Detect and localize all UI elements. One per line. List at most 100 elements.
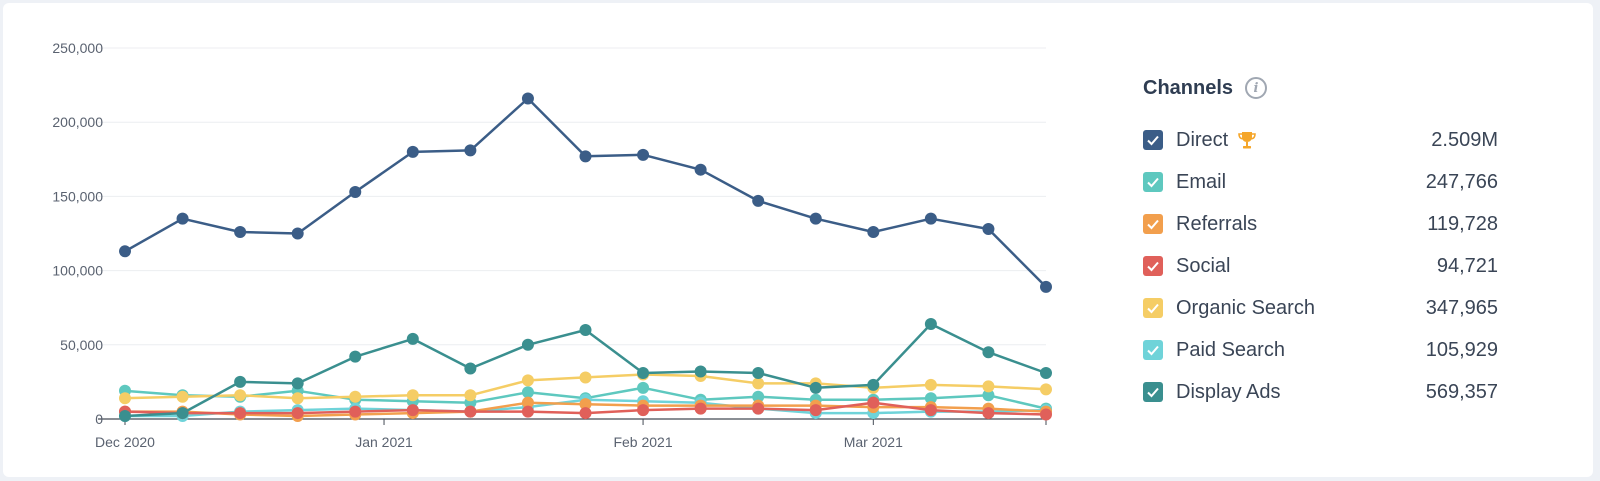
- legend-checkbox[interactable]: [1143, 214, 1163, 234]
- data-point-organic-search: [176, 390, 189, 403]
- data-point-referrals: [579, 398, 592, 411]
- data-point-direct: [119, 245, 131, 258]
- legend-title: Channels: [1143, 76, 1234, 99]
- info-icon[interactable]: i: [1245, 77, 1268, 99]
- data-point-email: [521, 386, 534, 399]
- line-chart: 0 50,000 100,000 150,000 200,000 250,000 Dec 2…: [52, 40, 1052, 450]
- data-point-display-ads: [982, 346, 995, 359]
- data-point-social: [464, 405, 477, 418]
- data-point-display-ads: [119, 410, 131, 423]
- data-point-direct: [809, 212, 822, 225]
- legend-checkbox[interactable]: [1143, 298, 1163, 318]
- legend-checkbox[interactable]: [1143, 340, 1163, 360]
- data-point-social: [1040, 408, 1052, 421]
- data-point-email: [982, 389, 995, 402]
- x-tick-label: Jan 2021: [355, 434, 413, 450]
- data-point-direct: [176, 212, 189, 225]
- check-icon: [1147, 387, 1159, 398]
- data-point-organic-search: [234, 389, 247, 402]
- data-point-display-ads: [867, 378, 880, 391]
- data-point-organic-search: [924, 378, 937, 391]
- legend-item-direct[interactable]: Direct 2.509M: [1143, 119, 1498, 161]
- data-point-display-ads: [694, 365, 707, 378]
- data-point-organic-search: [464, 389, 477, 402]
- data-point-direct: [406, 145, 419, 158]
- data-point-organic-search: [406, 389, 419, 402]
- data-point-social: [349, 405, 362, 418]
- data-point-direct: [349, 185, 362, 198]
- series-line-direct: [124, 97, 1047, 288]
- legend-name: Social: [1176, 254, 1231, 277]
- data-point-social: [637, 404, 650, 417]
- check-icon: [1147, 219, 1159, 230]
- data-point-social: [982, 407, 995, 420]
- data-point-display-ads: [752, 366, 765, 379]
- x-tick-label: Feb 2021: [613, 434, 672, 450]
- data-point-direct: [867, 226, 880, 239]
- data-point-display-ads: [406, 332, 419, 345]
- legend-checkbox[interactable]: [1143, 382, 1163, 402]
- legend-checkbox[interactable]: [1143, 256, 1163, 276]
- data-point-display-ads: [234, 375, 247, 388]
- legend-name: Direct: [1176, 128, 1229, 151]
- data-point-social: [924, 404, 937, 417]
- data-point-organic-search: [1040, 383, 1052, 396]
- legend-value: 119,728: [1427, 212, 1498, 235]
- data-point-display-ads: [349, 350, 362, 363]
- legend-item-email[interactable]: Email 247,766: [1143, 161, 1498, 203]
- data-point-direct: [579, 150, 592, 163]
- check-icon: [1147, 303, 1159, 314]
- data-point-display-ads: [176, 407, 189, 420]
- data-point-display-ads: [809, 381, 822, 394]
- legend-name: Organic Search: [1176, 296, 1315, 319]
- data-point-email: [752, 390, 765, 403]
- legend-checkbox[interactable]: [1143, 172, 1163, 192]
- data-point-organic-search: [982, 380, 995, 393]
- data-point-email: [637, 381, 650, 394]
- data-point-direct: [464, 144, 477, 157]
- legend-header: Channels i: [1143, 73, 1498, 103]
- legend-item-organic-search[interactable]: Organic Search 347,965: [1143, 287, 1498, 329]
- check-icon: [1147, 345, 1159, 356]
- data-point-display-ads: [579, 323, 592, 336]
- y-tick-label: 250,000: [52, 40, 103, 56]
- y-tick-label: 200,000: [52, 114, 103, 130]
- legend-name: Paid Search: [1176, 338, 1285, 361]
- data-point-social: [406, 404, 419, 417]
- legend-item-display-ads[interactable]: Display Ads 569,357: [1143, 371, 1498, 413]
- legend-value: 347,965: [1425, 296, 1498, 319]
- data-point-email: [924, 392, 937, 405]
- trophy-icon: [1238, 132, 1257, 149]
- data-point-social: [809, 404, 822, 417]
- x-tick-label: Mar 2021: [844, 434, 903, 450]
- data-point-display-ads: [1040, 366, 1052, 379]
- legend-item-paid-search[interactable]: Paid Search 105,929: [1143, 329, 1498, 371]
- data-point-display-ads: [464, 362, 477, 375]
- data-point-social: [867, 396, 880, 409]
- data-point-direct: [752, 194, 765, 207]
- legend-value: 247,766: [1425, 170, 1498, 193]
- data-point-display-ads: [637, 366, 650, 379]
- data-point-display-ads: [924, 318, 937, 331]
- data-point-organic-search: [521, 374, 534, 387]
- legend-items: Direct 2.509M Email 247,766 Referrals 119,728…: [1143, 119, 1498, 413]
- legend-checkbox[interactable]: [1143, 130, 1163, 150]
- data-point-direct: [291, 227, 304, 240]
- data-point-referrals: [521, 396, 534, 409]
- chart-card: 0 50,000 100,000 150,000 200,000 250,000 Dec 2…: [3, 3, 1593, 477]
- data-point-organic-search: [291, 392, 304, 405]
- data-point-organic-search: [752, 377, 765, 390]
- y-tick-label: 0: [95, 411, 103, 427]
- data-point-direct: [637, 148, 650, 161]
- data-point-social: [521, 405, 534, 418]
- check-icon: [1147, 135, 1159, 146]
- data-point-direct: [521, 92, 534, 105]
- legend-item-social[interactable]: Social 94,721: [1143, 245, 1498, 287]
- legend-item-referrals[interactable]: Referrals 119,728: [1143, 203, 1498, 245]
- data-point-direct: [982, 223, 995, 236]
- legend-name: Referrals: [1176, 212, 1258, 235]
- channels-legend: Channels i Direct 2.509M Email 247,766 Refer…: [1143, 73, 1498, 413]
- x-tick-label: Dec 2020: [95, 434, 155, 450]
- y-tick-label: 50,000: [60, 337, 103, 353]
- data-point-organic-search: [119, 392, 131, 405]
